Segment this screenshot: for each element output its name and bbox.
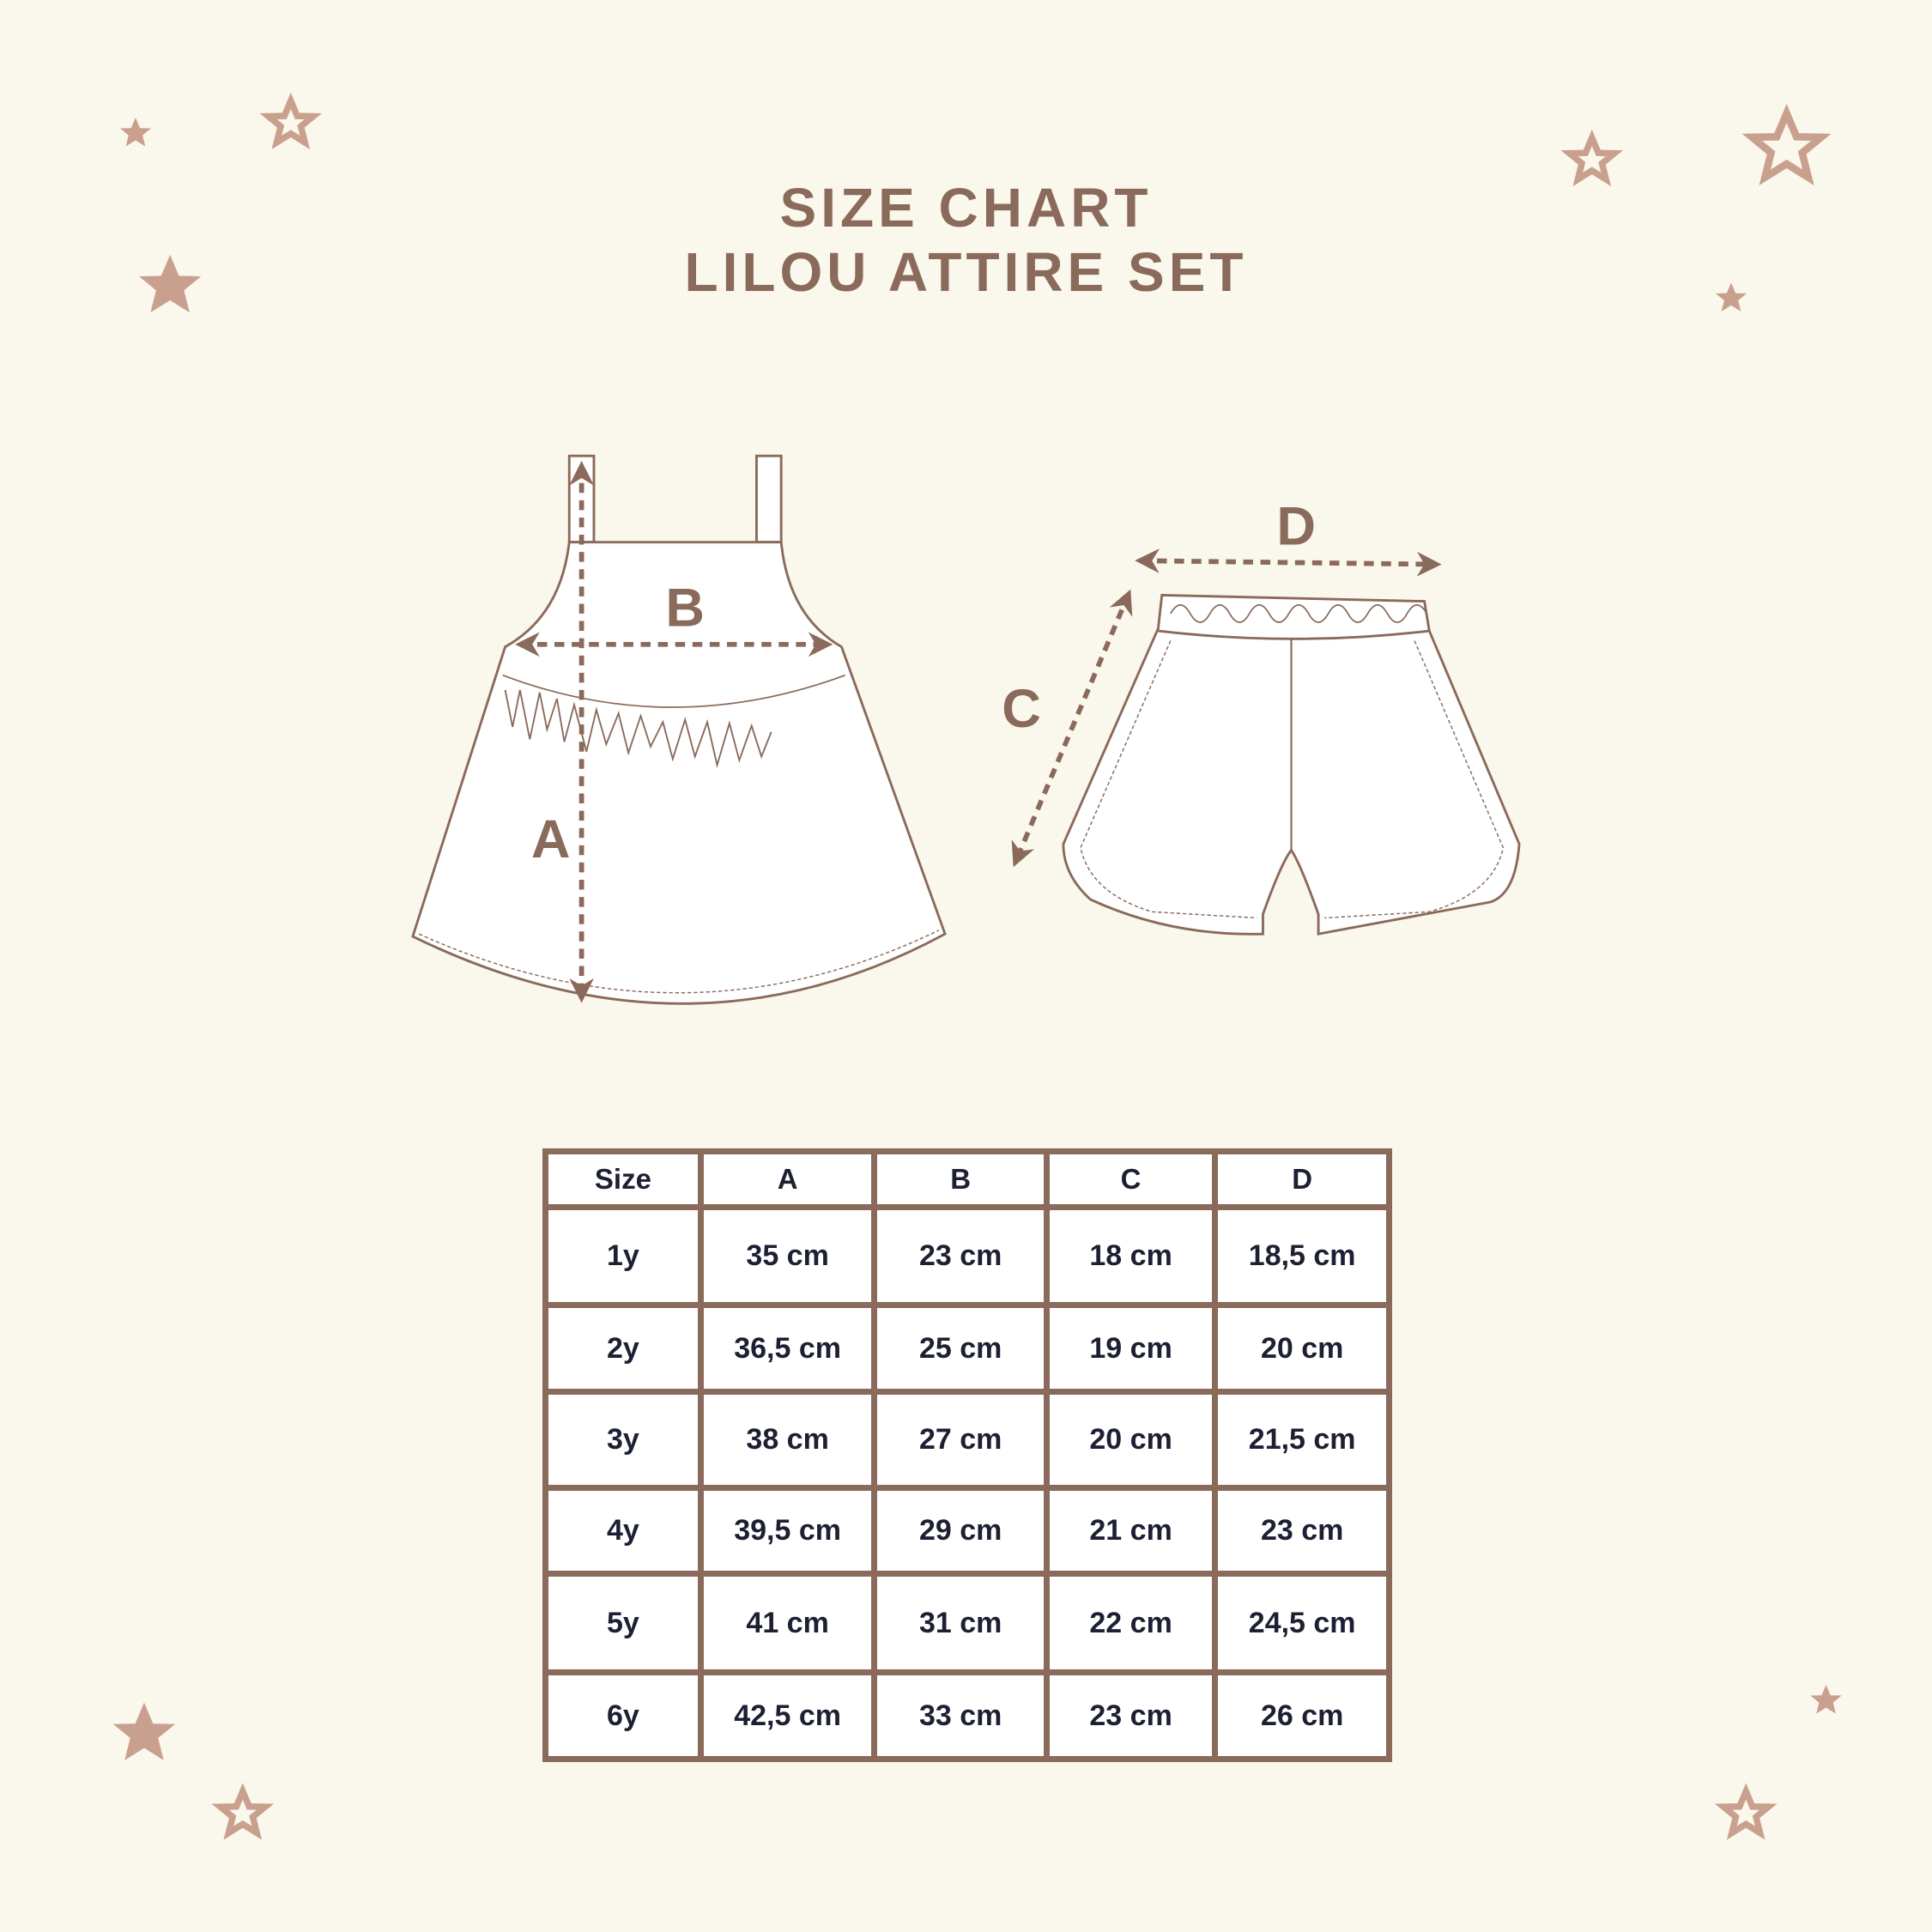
measurement-cell: 23 cm [871,1204,1050,1308]
table-row: 3y 38 cm 27 cm 20 cm 21,5 cm [542,1389,1392,1491]
measurement-cell: 18,5 cm [1212,1204,1392,1308]
measurement-cell: 36,5 cm [697,1302,878,1395]
measurement-cell: 27 cm [871,1389,1050,1491]
label-d: D [1276,497,1316,557]
star-outline-icon [1752,113,1820,178]
measurement-cell: 35 cm [697,1204,878,1308]
star-icon [1810,1685,1842,1714]
measurement-cell: 19 cm [1043,1302,1219,1395]
table-header-row: Size A B C D [542,1148,1392,1210]
arrow-d [1135,548,1442,577]
size-cell: 6y [542,1669,704,1762]
header-size: Size [542,1148,704,1210]
table-row: 1y 35 cm 23 cm 18 cm 18,5 cm [542,1204,1392,1308]
table-row: 6y 42,5 cm 33 cm 23 cm 26 cm [542,1669,1392,1762]
measurement-cell: 20 cm [1043,1389,1219,1491]
measurement-cell: 22 cm [1043,1571,1219,1675]
measurement-cell: 42,5 cm [697,1669,878,1762]
size-cell: 4y [542,1485,704,1577]
star-outline-icon [269,100,313,142]
size-cell: 3y [542,1389,704,1491]
measurement-cell: 26 cm [1212,1669,1392,1762]
size-cell: 2y [542,1302,704,1395]
dress-drawing [411,454,947,1005]
measurement-cell: 38 cm [697,1389,878,1491]
measurement-cell: 23 cm [1212,1485,1392,1577]
star-icon [112,1702,176,1760]
measurement-cell: 33 cm [871,1669,1050,1762]
measurement-cell: 21 cm [1043,1485,1219,1577]
title-line1: SIZE CHART [779,177,1153,239]
size-cell: 1y [542,1204,704,1308]
header-c: C [1043,1148,1219,1210]
measurement-cell: 20 cm [1212,1302,1392,1395]
measurement-cell: 21,5 cm [1212,1389,1392,1491]
measurement-cell: 23 cm [1043,1669,1219,1762]
measurement-cell: 31 cm [871,1571,1050,1675]
measurement-cell: 25 cm [871,1302,1050,1395]
table-row: 4y 39,5 cm 29 cm 21 cm 23 cm [542,1485,1392,1577]
label-a: A [531,809,571,869]
label-c: C [1002,679,1041,739]
measurement-cell: 24,5 cm [1212,1571,1392,1675]
star-outline-icon [1570,137,1614,179]
measurement-cell: 41 cm [697,1571,878,1675]
table-row: 5y 41 cm 31 cm 22 cm 24,5 cm [542,1571,1392,1675]
header-a: A [697,1148,878,1210]
size-table: Size A B C D 1y 35 cm 23 cm 18 cm 18,5 cm 2y 3… [542,1148,1392,1762]
star-outline-icon [221,1791,265,1833]
title-line2: LILOU ATTIRE SET [684,241,1248,303]
measurement-cell: 39,5 cm [697,1485,878,1577]
measurement-cell: 29 cm [871,1485,1050,1577]
measurement-cell: 18 cm [1043,1204,1219,1308]
arrow-c [1011,589,1133,868]
shorts-drawing [1062,593,1521,936]
header-b: B [871,1148,1050,1210]
table-row: 2y 36,5 cm 25 cm 19 cm 20 cm [542,1302,1392,1395]
size-cell: 5y [542,1571,704,1675]
measurement-arrows [515,460,1442,1003]
header-d: D [1212,1148,1392,1210]
label-b: B [665,578,705,638]
star-icon [119,117,152,147]
star-outline-icon [1723,1791,1768,1833]
